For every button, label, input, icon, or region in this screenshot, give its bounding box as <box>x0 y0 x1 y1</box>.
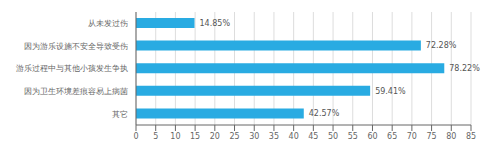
svg-text:59.41%: 59.41% <box>375 87 406 96</box>
svg-text:50: 50 <box>328 132 338 141</box>
svg-text:14.85%: 14.85% <box>200 19 231 28</box>
svg-text:30: 30 <box>249 132 259 141</box>
svg-text:0: 0 <box>133 132 138 141</box>
svg-text:40: 40 <box>289 132 299 141</box>
svg-text:游乐过程中与其他小孩发生争执: 游乐过程中与其他小孩发生争执 <box>16 64 128 73</box>
svg-text:其它: 其它 <box>112 110 128 119</box>
svg-text:15: 15 <box>190 132 200 141</box>
svg-text:5: 5 <box>153 132 158 141</box>
svg-text:因为游乐设施不安全导致受伤: 因为游乐设施不安全导致受伤 <box>24 42 128 51</box>
svg-text:42.57%: 42.57% <box>309 109 340 118</box>
svg-text:70: 70 <box>407 132 417 141</box>
svg-text:从未发过伤: 从未发过伤 <box>88 19 128 28</box>
svg-text:65: 65 <box>387 132 397 141</box>
svg-text:72.28%: 72.28% <box>426 41 457 50</box>
svg-text:35: 35 <box>269 132 279 141</box>
svg-text:78.22%: 78.22% <box>449 64 480 73</box>
svg-text:80: 80 <box>446 132 456 141</box>
svg-text:75: 75 <box>426 132 436 141</box>
svg-text:10: 10 <box>170 132 180 141</box>
svg-text:因为卫生环境差痕容易上病菌: 因为卫生环境差痕容易上病菌 <box>24 87 128 96</box>
svg-text:85: 85 <box>466 132 476 141</box>
svg-text:25: 25 <box>229 132 239 141</box>
svg-text:55: 55 <box>348 132 358 141</box>
svg-text:45: 45 <box>308 132 318 141</box>
svg-text:20: 20 <box>210 132 220 141</box>
svg-text:60: 60 <box>367 132 377 141</box>
